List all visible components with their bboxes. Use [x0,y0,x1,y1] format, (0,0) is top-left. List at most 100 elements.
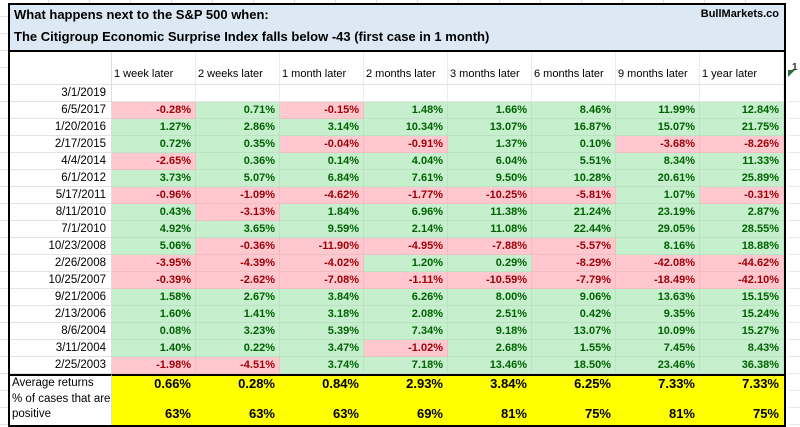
value-cell[interactable]: -7.79% [532,272,616,289]
value-cell[interactable]: -44.62% [700,255,784,272]
value-cell[interactable]: 1.27% [112,119,196,136]
value-cell[interactable]: 0.72% [112,136,196,153]
value-cell[interactable] [112,85,196,102]
value-cell[interactable] [280,85,364,102]
value-cell[interactable]: 10.34% [364,119,448,136]
value-cell[interactable]: 6.26% [364,289,448,306]
value-cell[interactable]: 0.43% [112,204,196,221]
value-cell[interactable]: 6.96% [364,204,448,221]
average-return-cell[interactable]: 0.66% [112,374,196,391]
pct-positive-cell[interactable]: 75% [532,391,616,425]
value-cell[interactable]: 1.40% [112,340,196,357]
value-cell[interactable]: 3.84% [280,289,364,306]
value-cell[interactable]: 1.66% [448,102,532,119]
value-cell[interactable]: -3.13% [196,204,280,221]
value-cell[interactable]: 3.14% [280,119,364,136]
date-cell[interactable]: 7/1/2010 [10,221,112,238]
value-cell[interactable]: -1.11% [364,272,448,289]
value-cell[interactable]: -0.91% [364,136,448,153]
value-cell[interactable]: 29.05% [616,221,700,238]
value-cell[interactable]: 21.75% [700,119,784,136]
value-cell[interactable]: 13.46% [448,357,532,374]
value-cell[interactable]: 1.84% [280,204,364,221]
date-cell[interactable]: 2/26/2008 [10,255,112,272]
value-cell[interactable]: 1.55% [532,340,616,357]
average-return-cell[interactable]: 0.84% [280,374,364,391]
value-cell[interactable]: 20.61% [616,170,700,187]
date-cell[interactable]: 3/11/2004 [10,340,112,357]
value-cell[interactable]: 4.92% [112,221,196,238]
column-header-3[interactable]: 1 month later [280,52,364,85]
value-cell[interactable] [448,85,532,102]
average-return-cell[interactable]: 7.33% [616,374,700,391]
value-cell[interactable]: 6.84% [280,170,364,187]
value-cell[interactable]: 1.60% [112,306,196,323]
column-header-7[interactable]: 9 months later [616,52,700,85]
pct-positive-cell[interactable]: 63% [112,391,196,425]
date-cell[interactable]: 6/5/2017 [10,102,112,119]
value-cell[interactable]: 8.43% [700,340,784,357]
value-cell[interactable]: -0.04% [280,136,364,153]
header-corner-cell[interactable] [10,52,112,85]
value-cell[interactable]: 15.24% [700,306,784,323]
date-cell[interactable]: 8/6/2004 [10,323,112,340]
average-return-cell[interactable]: 2.93% [364,374,448,391]
column-header-4[interactable]: 2 months later [364,52,448,85]
value-cell[interactable]: 1.48% [364,102,448,119]
value-cell[interactable]: -2.65% [112,153,196,170]
value-cell[interactable]: 3.74% [280,357,364,374]
value-cell[interactable]: -1.02% [364,340,448,357]
value-cell[interactable]: 13.07% [532,323,616,340]
value-cell[interactable] [196,85,280,102]
average-return-cell[interactable]: 3.84% [448,374,532,391]
pct-positive-cell[interactable]: 69% [364,391,448,425]
value-cell[interactable]: 11.33% [700,153,784,170]
value-cell[interactable]: 16.87% [532,119,616,136]
value-cell[interactable]: -0.28% [112,102,196,119]
value-cell[interactable]: -1.09% [196,187,280,204]
value-cell[interactable]: 15.07% [616,119,700,136]
value-cell[interactable]: -4.39% [196,255,280,272]
value-cell[interactable]: 0.42% [532,306,616,323]
value-cell[interactable]: 10.09% [616,323,700,340]
column-header-2[interactable]: 2 weeks later [196,52,280,85]
pct-positive-label[interactable]: % of cases that are positive [10,391,112,425]
value-cell[interactable]: 36.38% [700,357,784,374]
value-cell[interactable]: -7.88% [448,238,532,255]
value-cell[interactable]: 7.45% [616,340,700,357]
value-cell[interactable]: -4.51% [196,357,280,374]
pct-positive-cell[interactable]: 63% [280,391,364,425]
value-cell[interactable]: 5.51% [532,153,616,170]
date-cell[interactable]: 6/1/2012 [10,170,112,187]
value-cell[interactable]: -42.08% [616,255,700,272]
value-cell[interactable]: 2.86% [196,119,280,136]
date-cell[interactable]: 2/13/2006 [10,306,112,323]
value-cell[interactable]: -0.31% [700,187,784,204]
value-cell[interactable]: -3.68% [616,136,700,153]
average-returns-label[interactable]: Average returns [10,374,112,391]
value-cell[interactable] [700,85,784,102]
value-cell[interactable]: 11.08% [448,221,532,238]
average-return-cell[interactable]: 6.25% [532,374,616,391]
value-cell[interactable]: 0.36% [196,153,280,170]
value-cell[interactable]: 11.38% [448,204,532,221]
pct-positive-cell[interactable]: 81% [616,391,700,425]
value-cell[interactable]: -2.62% [196,272,280,289]
value-cell[interactable]: 2.08% [364,306,448,323]
value-cell[interactable]: 7.18% [364,357,448,374]
value-cell[interactable] [616,85,700,102]
value-cell[interactable]: 0.35% [196,136,280,153]
value-cell[interactable]: 23.19% [616,204,700,221]
value-cell[interactable]: 7.34% [364,323,448,340]
value-cell[interactable]: 12.84% [700,102,784,119]
value-cell[interactable]: -0.15% [280,102,364,119]
value-cell[interactable]: 5.06% [112,238,196,255]
date-cell[interactable]: 10/23/2008 [10,238,112,255]
average-return-cell[interactable]: 7.33% [700,374,784,391]
pct-positive-cell[interactable]: 75% [700,391,784,425]
value-cell[interactable]: -7.08% [280,272,364,289]
value-cell[interactable]: -4.62% [280,187,364,204]
value-cell[interactable] [364,85,448,102]
column-header-1[interactable]: 1 week later [112,52,196,85]
value-cell[interactable]: 2.87% [700,204,784,221]
